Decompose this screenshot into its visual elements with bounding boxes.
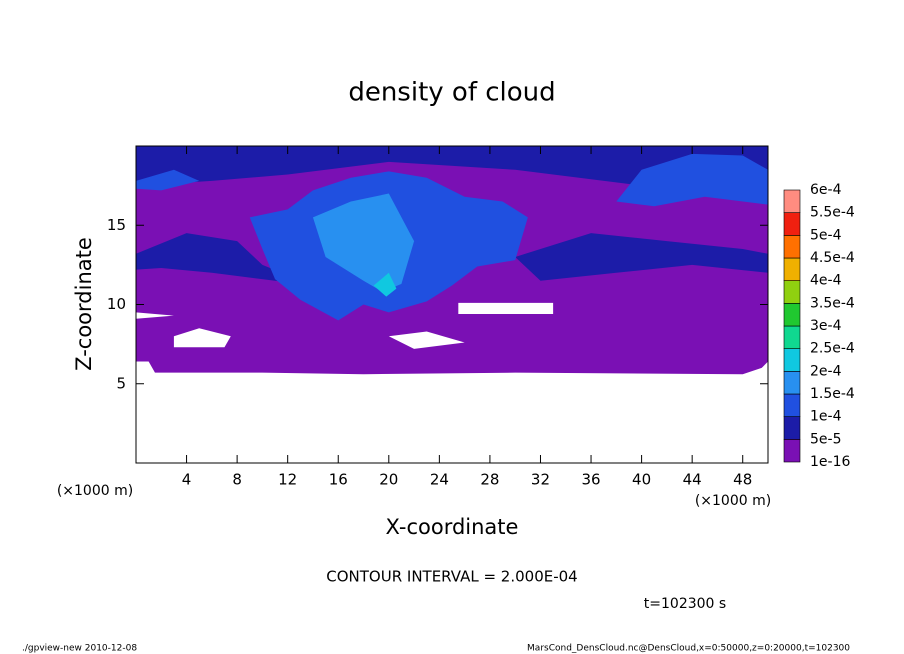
time-label: t=102300 s	[644, 596, 726, 612]
colorbar-label: 5e-4	[810, 227, 842, 243]
colorbar-label: 1e-16	[810, 454, 850, 470]
x-tick-label: 48	[733, 471, 752, 489]
x-tick-label: 16	[329, 471, 348, 489]
colorbar-box	[783, 257, 801, 281]
colorbar-box	[783, 325, 801, 349]
contour-region	[136, 312, 174, 319]
colorbar-label: 5.5e-4	[810, 205, 855, 221]
y-tick-label: 10	[107, 295, 126, 313]
colorbar-label: 3e-4	[810, 318, 842, 334]
x-unit: (×1000 m)	[695, 493, 771, 509]
colorbar-label: 4e-4	[810, 273, 842, 289]
contour-region	[616, 153, 768, 207]
x-tick-label: 8	[232, 471, 242, 489]
colorbar-label: 5e-5	[810, 431, 841, 447]
x-tick-label: 36	[581, 471, 600, 489]
x-tick-label: 40	[632, 471, 651, 489]
colorbar-box	[783, 348, 801, 372]
footer-left: ./gpview-new 2010-12-08	[22, 644, 137, 654]
x-tick-label: 32	[531, 471, 550, 489]
chart-title: density of cloud	[348, 78, 555, 108]
footer-right: MarsCond_DensCloud.nc@DensCloud,x=0:5000…	[527, 644, 850, 654]
colorbar-box	[783, 280, 801, 304]
colorbar-box	[783, 393, 801, 417]
contour-region	[136, 169, 200, 191]
colorbar-label: 1.5e-4	[810, 386, 855, 402]
contour-region	[458, 302, 554, 315]
x-tick-label: 20	[379, 471, 398, 489]
colorbar-label: 6e-4	[810, 182, 842, 198]
contour-region	[173, 328, 231, 348]
contour-region	[388, 331, 465, 349]
colorbar-box	[783, 439, 801, 463]
colorbar-box	[783, 235, 801, 259]
colorbar-label: 3.5e-4	[810, 295, 855, 311]
contour-region	[515, 233, 768, 281]
x-tick-label: 44	[683, 471, 702, 489]
x-tick-label: 28	[480, 471, 499, 489]
x-tick-label: 24	[430, 471, 449, 489]
colorbar-label: 2.5e-4	[810, 341, 855, 357]
contour-interval: CONTOUR INTERVAL = 2.000E-04	[326, 568, 577, 586]
x-axis-label: X-coordinate	[386, 515, 519, 539]
colorbar-box	[783, 212, 801, 236]
x-tick-label: 12	[278, 471, 297, 489]
contour-region	[373, 272, 397, 297]
contour-region	[312, 193, 415, 292]
colorbar-box	[783, 416, 801, 440]
colorbar-box	[783, 189, 801, 213]
contour-region	[136, 146, 768, 186]
colorbar-box	[783, 303, 801, 327]
colorbar-box	[783, 371, 801, 395]
colorbar-label: 2e-4	[810, 363, 842, 379]
y-tick-label: 5	[116, 374, 126, 392]
colorbar-label: 1e-4	[810, 409, 842, 425]
contour-region	[136, 233, 313, 286]
colorbar-label: 4.5e-4	[810, 250, 855, 266]
y-tick-label: 15	[107, 216, 126, 234]
y-axis-label: Z-coordinate	[72, 237, 96, 371]
field	[136, 146, 768, 375]
y-unit: (×1000 m)	[57, 483, 133, 499]
x-tick-label: 4	[182, 471, 192, 489]
